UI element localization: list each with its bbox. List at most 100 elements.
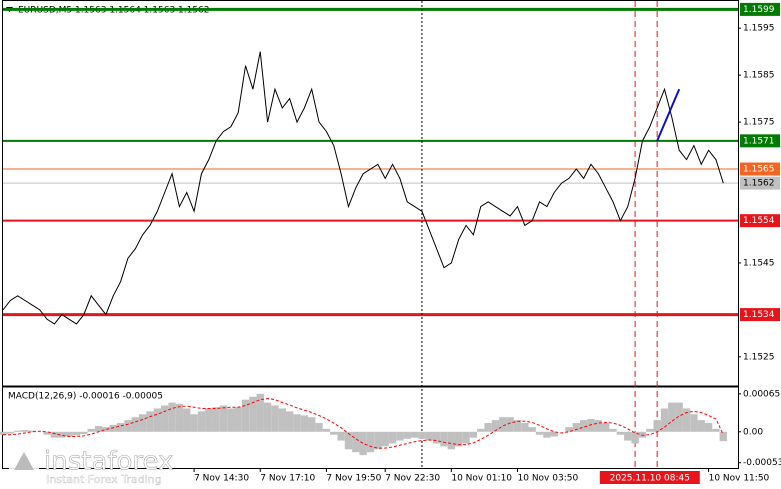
- macd-bar: [447, 431, 456, 450]
- x-tick-label: 10 Nov 11:50: [709, 474, 770, 484]
- y-tick-label: 1.1595: [743, 24, 775, 34]
- level-label: 1.1565: [743, 165, 775, 175]
- macd-bar: [455, 431, 463, 447]
- macd-bar: [80, 431, 88, 435]
- macd-bar: [271, 405, 279, 432]
- y-tick-label: 1.1575: [743, 118, 775, 128]
- macd-bar: [285, 411, 294, 432]
- macd-bar: [124, 420, 132, 432]
- macd-bar: [499, 417, 507, 432]
- x-tick-label: 7 Nov 14:30: [194, 474, 249, 484]
- watermark: instaforex Instant Forex Trading: [8, 446, 174, 486]
- macd-bar: [506, 417, 514, 432]
- macd-bar: [609, 428, 617, 432]
- macd-bar: [116, 423, 125, 432]
- macd-bar: [183, 408, 191, 432]
- macd-bar: [638, 431, 647, 438]
- macd-bar: [491, 420, 500, 432]
- macd-bar: [308, 417, 316, 432]
- macd-bar: [374, 431, 382, 450]
- macd-bar: [153, 408, 162, 432]
- level-label: 1.1599: [743, 5, 775, 15]
- macd-title: MACD(12,26,9) -0.00016 -0.00005: [8, 392, 163, 402]
- macd-bar: [594, 420, 603, 432]
- macd-bar: [550, 431, 558, 437]
- macd-bar: [131, 417, 139, 432]
- level-label: 1.1571: [743, 136, 775, 146]
- x-tick-label: 10 Nov 01:10: [451, 474, 512, 484]
- macd-bar: [344, 431, 353, 450]
- macd-bar: [6, 431, 15, 434]
- macd-bar: [168, 402, 176, 432]
- macd-bar: [315, 423, 323, 432]
- macd-bar: [109, 424, 117, 432]
- macd-bar: [646, 428, 654, 432]
- macd-bar: [352, 431, 360, 453]
- macd-bar: [690, 414, 698, 432]
- macd-bar: [249, 396, 257, 432]
- cursor-label: 2025.11.10 08:45: [610, 474, 690, 484]
- macd-bar: [293, 414, 301, 432]
- price-line: [2, 51, 724, 325]
- logo-text: instaforex: [44, 447, 173, 477]
- macd-bar: [205, 408, 213, 432]
- level-label-box: [740, 2, 780, 16]
- y-tick-label: 1.1545: [743, 258, 775, 268]
- macd-bar: [477, 428, 485, 432]
- macd-bar: [28, 430, 37, 432]
- macd-bar: [528, 427, 536, 432]
- macd-bar: [631, 431, 639, 444]
- macd-bar: [359, 431, 367, 456]
- macd-bar: [513, 420, 522, 432]
- macd-bar: [668, 402, 676, 432]
- macd-bar: [94, 425, 103, 432]
- macd-bar: [624, 431, 632, 441]
- macd-bar: [227, 408, 235, 432]
- macd-bar: [388, 431, 397, 444]
- macd-bar: [440, 431, 448, 447]
- macd-bar: [462, 431, 470, 444]
- plot-frame: [2, 0, 739, 469]
- y-tick-label: 0.00: [743, 427, 763, 437]
- macd-bar: [197, 411, 206, 432]
- macd-bar: [337, 431, 345, 441]
- macd-bar: [704, 423, 713, 432]
- level-label-box: [740, 214, 780, 228]
- macd-bar: [653, 420, 661, 432]
- macd-bar: [565, 427, 573, 432]
- macd-bar: [50, 431, 59, 438]
- x-tick-label: 10 Nov 03:50: [518, 474, 579, 484]
- macd-bar: [469, 431, 478, 438]
- logo-tagline: Instant Forex Trading: [46, 473, 162, 486]
- level-label-box: [740, 134, 780, 148]
- level-label: 1.1554: [743, 216, 775, 226]
- y-tick-label: 1.1585: [743, 71, 775, 81]
- macd-bar: [425, 431, 433, 441]
- macd-bar: [403, 431, 411, 439]
- macd-bar: [682, 408, 691, 432]
- macd-bar: [0, 431, 7, 435]
- macd-bar: [572, 423, 580, 432]
- x-tick-label: 7 Nov 19:50: [326, 474, 381, 484]
- macd-bar: [579, 420, 588, 432]
- macd-bar: [21, 430, 29, 432]
- x-tick-label: 7 Nov 17:10: [260, 474, 315, 484]
- macd-bar: [521, 423, 529, 432]
- macd-bar: [256, 393, 264, 432]
- macd-bar: [322, 428, 331, 432]
- macd-bar: [330, 431, 338, 435]
- macd-bar: [660, 408, 669, 432]
- macd-bar: [58, 431, 66, 438]
- macd-bar: [87, 428, 95, 432]
- macd-bar: [234, 407, 242, 432]
- macd-bar: [675, 402, 683, 432]
- macd-bar: [484, 423, 492, 432]
- macd-bar: [719, 431, 727, 442]
- macd-bar: [278, 408, 286, 432]
- macd-bar: [587, 418, 595, 432]
- macd-bar: [14, 430, 22, 432]
- macd-bar: [366, 431, 375, 453]
- macd-bar: [712, 428, 720, 432]
- macd-bar: [432, 431, 441, 444]
- macd-bar: [616, 431, 625, 435]
